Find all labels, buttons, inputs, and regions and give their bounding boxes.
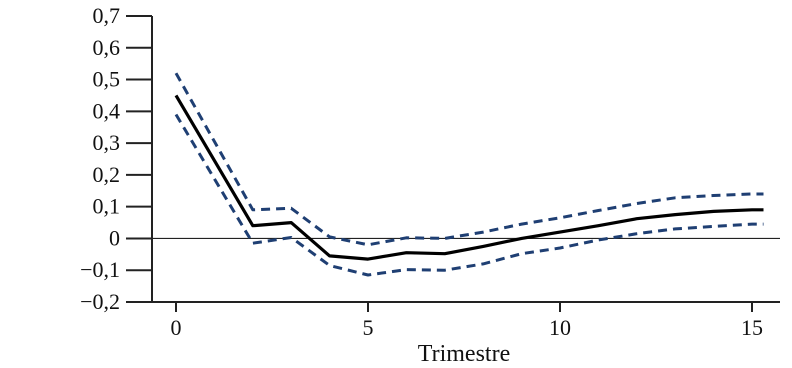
series-line-upper: [174, 72, 764, 247]
x-tick-label: 0: [171, 315, 182, 340]
series-line-estimate: [174, 94, 764, 261]
y-tick-label: 0,6: [93, 35, 121, 60]
y-tick-label: −0,2: [80, 289, 120, 314]
axes: [151, 16, 780, 303]
y-tick-label: 0,2: [93, 162, 121, 187]
axis-ticks: −0,2 −0,1 0 0,1 0,2 0,3 0,4 0,5 0,6 0,7 0 5 10 15: [80, 3, 763, 340]
y-tick-label: 0: [109, 225, 120, 250]
series-line-lower: [174, 113, 764, 277]
x-axis-title: Trimestre: [418, 341, 510, 367]
series-lines: [174, 72, 764, 277]
x-tick-label: 10: [549, 315, 571, 340]
y-tick-label: 0,3: [93, 130, 121, 155]
y-tick-label: 0,4: [93, 98, 121, 123]
y-tick-label: 0,5: [93, 67, 121, 92]
y-tick-label: 0,1: [93, 194, 121, 219]
x-tick-label: 5: [363, 315, 374, 340]
y-tick-label: −0,1: [80, 257, 120, 282]
y-tick-label: 0,7: [93, 3, 121, 28]
x-tick-label: 15: [741, 315, 763, 340]
